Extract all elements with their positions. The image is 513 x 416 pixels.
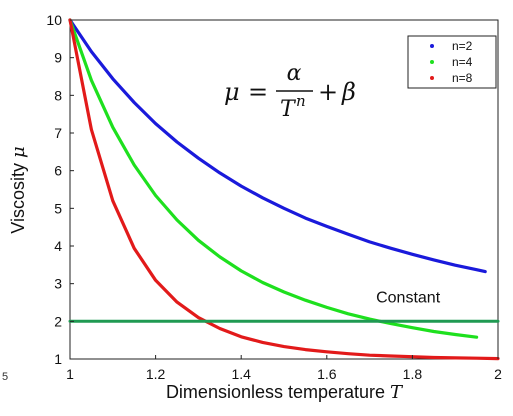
x-tick-label: 1.8 — [403, 366, 423, 382]
legend-marker-n2 — [430, 44, 434, 48]
y-tick-label: 10 — [46, 12, 62, 28]
x-tick-label: 1 — [66, 366, 74, 382]
legend-marker-n4 — [430, 60, 434, 64]
legend-label-n2: n=2 — [452, 39, 473, 53]
y-tick-label: 2 — [54, 313, 62, 329]
series-line-n4 — [68, 18, 479, 339]
y-tick-label: 3 — [54, 276, 62, 292]
equation-exponent: n — [296, 92, 306, 110]
y-axis-ticks: 1 2 3 4 5 6 7 8 9 10 — [46, 12, 74, 367]
annotation-constant: Constant — [376, 290, 441, 307]
series-line-n2 — [68, 18, 487, 274]
equation: μ = α T n + β — [224, 61, 356, 122]
legend-label-n8: n=8 — [452, 71, 473, 85]
y-tick-label: 6 — [54, 163, 62, 179]
legend: n=2 n=4 n=8 — [407, 35, 497, 89]
x-tick-label: 1.6 — [317, 366, 337, 382]
y-axis-title: Viscosity μ — [8, 146, 29, 233]
equation-lhs: μ — [224, 78, 240, 106]
y-tick-label: 5 — [54, 200, 62, 216]
x-tick-label: 1.2 — [146, 366, 166, 382]
y-tick-label: 8 — [54, 87, 62, 103]
equation-plus: + — [318, 78, 338, 106]
legend-marker-n8 — [430, 76, 434, 80]
legend-box — [407, 35, 497, 89]
x-tick-label: 2 — [494, 366, 502, 382]
y-tick-label: 1 — [54, 351, 62, 367]
x-tick-label: 1.4 — [231, 366, 251, 382]
equation-denominator: T — [280, 97, 297, 122]
equation-beta: β — [341, 78, 356, 106]
legend-label-n4: n=4 — [452, 55, 473, 69]
series-layer — [68, 18, 500, 361]
y-tick-label: 7 — [54, 125, 62, 141]
y-tick-label: 9 — [54, 50, 62, 66]
x-axis-ticks: 1 1.2 1.4 1.6 1.8 2 — [66, 355, 502, 382]
y-tick-label: 4 — [54, 238, 62, 254]
series-line-n8 — [68, 18, 500, 361]
stray-label: 5 — [2, 371, 8, 383]
equation-numerator: α — [287, 61, 302, 86]
equation-equals: = — [248, 78, 268, 106]
x-axis-title: Dimensionless temperature T — [166, 382, 404, 403]
